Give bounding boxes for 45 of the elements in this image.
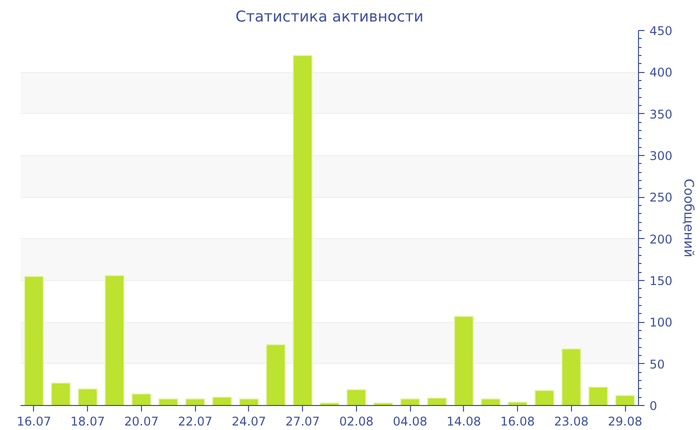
bar xyxy=(427,398,447,406)
x-tick-label: 18.07 xyxy=(70,414,105,428)
bar xyxy=(132,393,152,406)
bar xyxy=(158,398,178,406)
x-tick-label: 02.08 xyxy=(339,414,374,428)
x-tick-label: 16.07 xyxy=(16,414,52,428)
bar xyxy=(534,390,554,406)
y2-tick-label: 450 xyxy=(650,24,672,38)
y2-tick-label: 400 xyxy=(650,66,672,80)
x-tick-label: 22.07 xyxy=(178,414,212,428)
bar xyxy=(508,402,528,406)
x-tick-label: 20.07 xyxy=(124,414,159,428)
y2-tick-label: 50 xyxy=(650,357,665,372)
bar xyxy=(588,386,608,406)
bar xyxy=(185,398,206,406)
bar xyxy=(454,316,474,406)
bar xyxy=(400,398,420,406)
y2-axis-title: Сообщений xyxy=(680,178,696,258)
x-tick-label: 04.08 xyxy=(392,414,428,428)
x-tick-label: 14.08 xyxy=(446,414,482,428)
x-tick-label: 27.07 xyxy=(285,414,320,428)
bar xyxy=(561,348,582,406)
y2-tick-label: 100 xyxy=(650,316,672,330)
y2-tick-label: 0 xyxy=(650,399,658,413)
bar xyxy=(50,382,71,406)
bar xyxy=(615,395,635,406)
bar xyxy=(212,396,232,406)
x-tick-label: 23.08 xyxy=(554,414,589,428)
y2-tick-label: 250 xyxy=(650,190,672,205)
bar xyxy=(480,398,501,406)
x-tick-label: 24.07 xyxy=(232,414,266,428)
y2-tick-label: 350 xyxy=(650,107,672,122)
y2-tick-label: 300 xyxy=(650,149,672,163)
chart-title: Статистика активности xyxy=(236,8,424,26)
bar xyxy=(78,388,98,406)
bar xyxy=(266,344,286,406)
bar xyxy=(238,398,259,406)
bar xyxy=(346,389,366,406)
bar xyxy=(104,275,124,406)
x-tick-label: 16.08 xyxy=(500,414,535,428)
y2-tick-label: 150 xyxy=(650,274,672,288)
bar xyxy=(24,276,44,406)
y2-tick-label: 200 xyxy=(650,232,672,246)
bar xyxy=(292,55,313,406)
x-tick-label: 29.08 xyxy=(608,414,642,428)
